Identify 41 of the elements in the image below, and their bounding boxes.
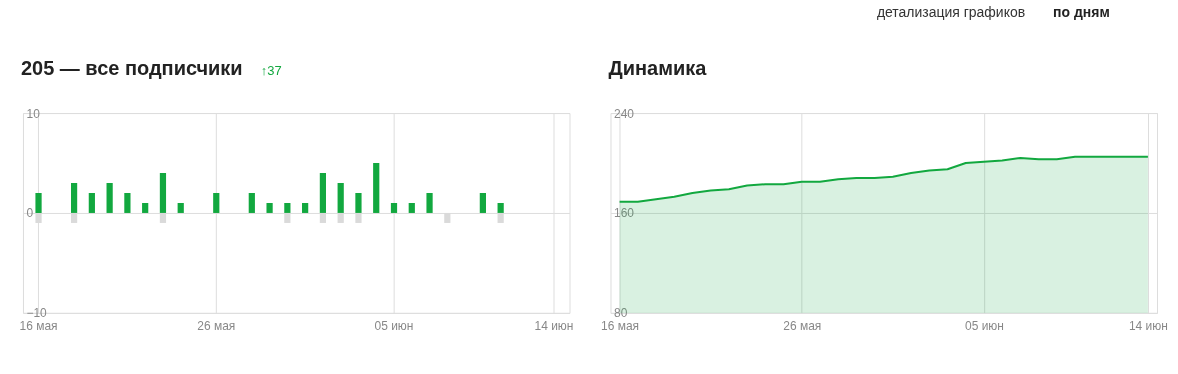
bar bbox=[177, 202, 184, 213]
text: ↑37 bbox=[260, 63, 282, 79]
bar bbox=[213, 192, 220, 213]
bar bbox=[284, 202, 291, 213]
bar bbox=[88, 192, 95, 213]
x-tick-label: 14 июн bbox=[534, 319, 574, 334]
x-tick-label: 05 июн bbox=[374, 319, 414, 334]
bar bbox=[266, 202, 273, 213]
bar bbox=[124, 192, 131, 213]
bar bbox=[159, 173, 167, 213]
bar bbox=[390, 202, 398, 213]
bar bbox=[106, 182, 113, 213]
chart-title: 205 — все подписчики bbox=[20, 57, 243, 80]
x-tick-label: 14 июн bbox=[1128, 319, 1168, 334]
text: по дням bbox=[1053, 4, 1110, 21]
bar bbox=[35, 192, 42, 213]
bar bbox=[426, 192, 433, 213]
bar bbox=[479, 192, 486, 213]
text: детализация графиков bbox=[876, 4, 1026, 21]
bar bbox=[373, 163, 380, 213]
y-tick-label: −10 bbox=[26, 306, 48, 321]
bar bbox=[355, 192, 362, 213]
bar bbox=[248, 192, 255, 213]
y-tick-label: 80 bbox=[613, 306, 628, 321]
bar bbox=[319, 173, 327, 213]
x-tick-label: 16 мая bbox=[19, 319, 58, 334]
y-tick-label: 0 bbox=[26, 206, 34, 221]
x-tick-label: 05 июн bbox=[964, 319, 1004, 334]
bar bbox=[302, 202, 309, 213]
bar bbox=[408, 202, 415, 213]
chart-title: Динамика bbox=[608, 57, 708, 80]
y-tick-label: 240 bbox=[613, 106, 635, 121]
y-tick-label: 160 bbox=[613, 206, 635, 221]
bar bbox=[497, 202, 504, 213]
bar bbox=[337, 182, 344, 213]
x-tick-label: 16 мая bbox=[601, 319, 640, 334]
x-tick-label: 26 мая bbox=[197, 319, 236, 334]
bar bbox=[142, 202, 149, 213]
y-tick-label: 10 bbox=[26, 106, 41, 121]
x-tick-label: 26 мая bbox=[783, 319, 822, 334]
bar bbox=[70, 182, 78, 213]
